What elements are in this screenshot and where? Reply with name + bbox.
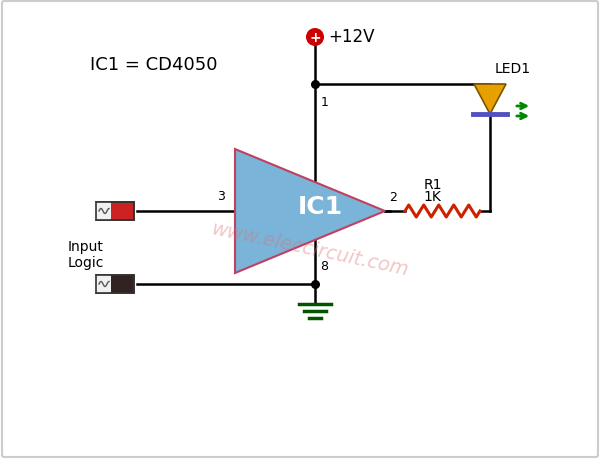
Circle shape <box>306 29 324 47</box>
Text: 8: 8 <box>320 259 328 272</box>
Text: Input
Logic: Input Logic <box>68 240 104 269</box>
FancyBboxPatch shape <box>95 202 111 220</box>
Text: IC1 = CD4050: IC1 = CD4050 <box>90 56 218 74</box>
FancyBboxPatch shape <box>96 275 134 293</box>
Text: 2: 2 <box>389 190 397 203</box>
Text: +12V: +12V <box>328 28 374 46</box>
FancyBboxPatch shape <box>96 202 134 220</box>
Text: +: + <box>309 30 321 45</box>
Text: 1: 1 <box>321 96 329 109</box>
Polygon shape <box>474 85 506 115</box>
Text: 3: 3 <box>217 190 225 202</box>
Text: LED1: LED1 <box>495 62 531 76</box>
FancyBboxPatch shape <box>95 275 111 293</box>
Text: www.eleccircuit.com: www.eleccircuit.com <box>209 219 410 280</box>
Polygon shape <box>235 150 385 274</box>
Text: IC1: IC1 <box>298 195 343 218</box>
Text: R1: R1 <box>423 178 442 191</box>
Text: 1K: 1K <box>424 190 442 203</box>
